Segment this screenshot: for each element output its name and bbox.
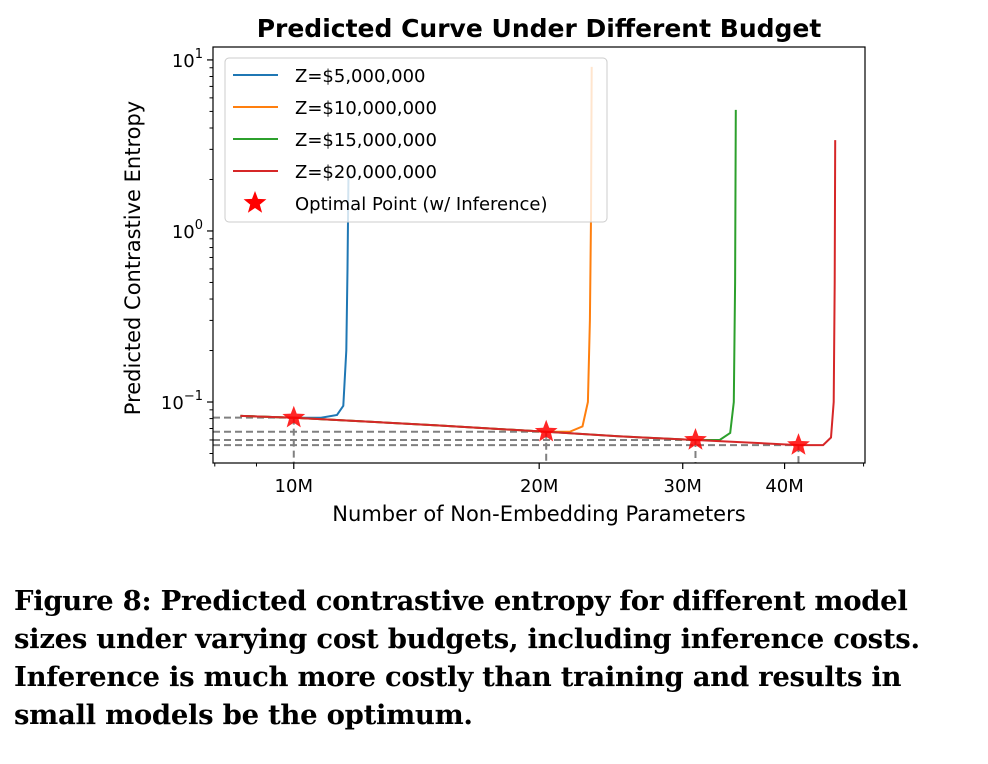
series-line-4 [240,140,837,447]
optimal-point-marker [282,405,306,428]
y-axis-label: Predicted Contrastive Entropy [121,101,145,415]
y-tick-label: 100 [172,218,203,243]
optimal-point-marker [787,433,810,455]
ticks: 10M 20M 30M 40M 10−1 100 101 [161,47,865,497]
x-tick-label: 10M [275,476,313,497]
legend: Z=$5,000,000 Z=$10,000,000 Z=$15,000,000 Z=… [224,57,608,223]
legend-label: Optimal Point (w/ Inference) [295,194,548,215]
optimal-point-marker [684,428,707,450]
legend-label: Z=$20,000,000 [295,162,437,183]
optimal-point-marker [534,419,558,442]
legend-label: Z=$15,000,000 [295,130,437,151]
x-tick-label: 30M [664,476,702,497]
x-tick-label: 40M [765,476,803,497]
x-axis-label: Number of Non-Embedding Parameters [332,502,745,526]
axes-frame [212,46,866,464]
legend-label: Z=$5,000,000 [295,66,425,87]
y-tick-label: 10−1 [161,389,203,414]
x-tick-label: 20M [520,476,558,497]
plot-area [213,66,837,463]
legend-star-icon [243,191,267,213]
figure-caption: Figure 8: Predicted contrastive entropy … [14,585,920,731]
legend-label: Z=$10,000,000 [295,98,437,119]
chart: Predicted Curve Under Different Budget P… [121,14,866,526]
y-tick-label: 101 [172,47,203,72]
chart-title: Predicted Curve Under Different Budget [257,14,822,43]
